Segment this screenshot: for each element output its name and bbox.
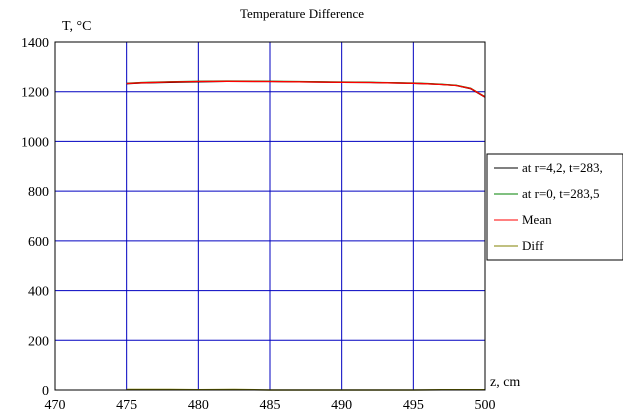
x-tick-label: 475 (116, 398, 137, 413)
legend-box (486, 153, 623, 261)
legend: at r=4,2, t=283, at r=0, t=283,5 Mean Di… (486, 153, 623, 261)
tick-labels: 470 475 480 485 490 495 500 0 200 400 600 800 1000 12… (21, 36, 496, 413)
x-tick-label: 470 (45, 398, 66, 413)
x-tick-label: 485 (260, 398, 281, 413)
series-line-3 (126, 80, 486, 98)
legend-label-series-1: at r=4,2, t=283, (522, 160, 603, 175)
x-tick-label: 500 (475, 398, 496, 413)
legend-label-series-3: Mean (522, 212, 552, 227)
y-tick-label: 800 (28, 185, 49, 200)
legend-label-series-2: at r=0, t=283,5 (522, 186, 600, 201)
y-tick-label: 1000 (21, 135, 49, 150)
x-tick-label: 490 (331, 398, 352, 413)
y-tick-label: 600 (28, 235, 49, 250)
legend-label-series-4: Diff (522, 238, 544, 253)
chart-title: Temperature Difference (240, 6, 364, 21)
y-tick-label: 1200 (21, 86, 49, 101)
y-tick-label: 0 (42, 384, 49, 399)
x-tick-label: 480 (188, 398, 209, 413)
axes (54, 41, 486, 391)
y-axis-label: T, °C (62, 19, 91, 34)
y-tick-label: 1400 (21, 36, 49, 51)
x-axis-label: z, cm (490, 375, 520, 390)
y-tick-label: 200 (28, 334, 49, 349)
y-tick-label: 400 (28, 285, 49, 300)
plot-frame (54, 41, 486, 391)
x-tick-label: 495 (403, 398, 424, 413)
